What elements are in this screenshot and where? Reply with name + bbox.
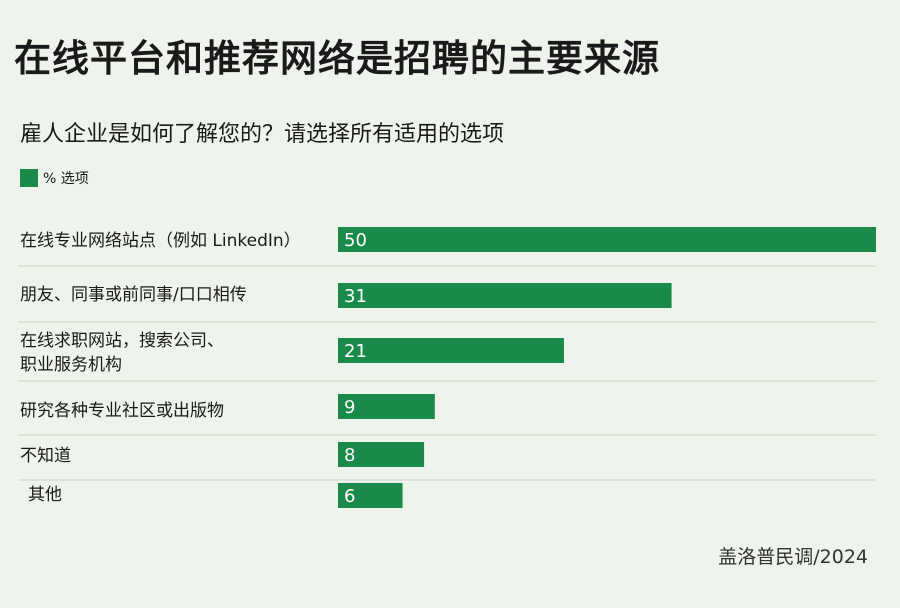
- bar-value-label: 9: [344, 397, 355, 418]
- category-label: 职业服务机构: [20, 355, 122, 375]
- source-credit: 盖洛普民调/2024: [718, 546, 868, 568]
- category-label: 在线专业网络站点（例如 LinkedIn）: [20, 231, 301, 251]
- category-label: 在线求职网站，搜索公司、: [20, 331, 224, 351]
- chart-subtitle: 雇人企业是如何了解您的？请选择所有适用的选项: [20, 122, 505, 147]
- bar-value-label: 50: [344, 230, 367, 251]
- bar: [338, 442, 425, 467]
- bar: [338, 394, 435, 419]
- category-label: 朋友、同事或前同事/口口相传: [20, 285, 247, 305]
- category-label: 研究各种专业社区或出版物: [20, 401, 224, 421]
- bar: [338, 338, 564, 363]
- legend-swatch: [20, 169, 38, 187]
- legend-label: % 选项: [43, 171, 89, 187]
- bar-value-label: 31: [344, 286, 367, 307]
- legend: % 选项: [20, 168, 89, 188]
- bar-value-label: 8: [344, 445, 355, 466]
- bar-value-label: 21: [344, 341, 367, 362]
- chart-title: 在线平台和推荐网络是招聘的主要来源: [14, 37, 660, 80]
- bar: [338, 227, 876, 252]
- category-label: 其他: [28, 485, 62, 505]
- bar: [338, 283, 672, 308]
- bar: [338, 483, 403, 508]
- category-label: 不知道: [20, 446, 71, 466]
- bar-value-label: 6: [344, 486, 355, 507]
